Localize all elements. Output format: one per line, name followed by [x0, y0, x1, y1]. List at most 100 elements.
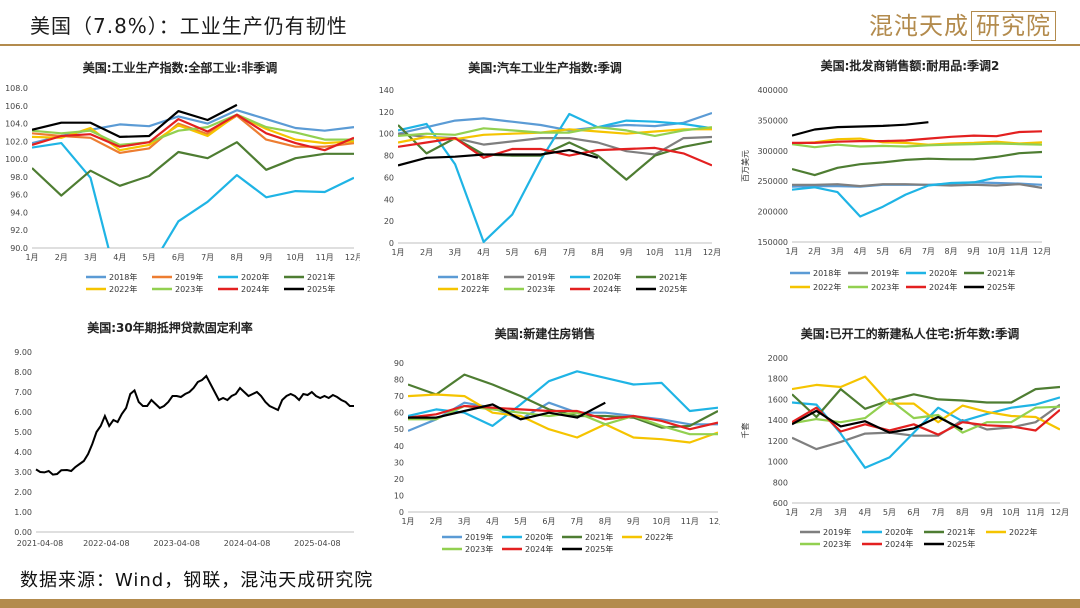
data-source-note: 数据来源：Wind，钢联，混沌天成研究院	[20, 570, 374, 591]
y-tick-label: 150000	[757, 238, 788, 247]
x-tick-label: 10月	[646, 248, 664, 257]
legend-label: 2019年	[465, 532, 493, 542]
series-line-2023年	[792, 398, 1060, 434]
x-tick-label: 2021-04-08	[17, 539, 64, 548]
series-line-2023年	[792, 142, 1042, 149]
series-line-2024年	[408, 404, 718, 431]
x-tick-label: 2月	[808, 247, 821, 256]
x-tick-label: 9月	[620, 248, 633, 257]
x-tick-label: 6月	[542, 517, 555, 526]
x-tick-label: 2025-04-08	[294, 539, 341, 548]
y-tick-label: 70	[394, 392, 404, 401]
y-tick-label: 1000	[768, 458, 788, 467]
y-tick-label: 20	[394, 475, 404, 484]
x-tick-label: 7月	[201, 253, 214, 262]
series-group	[792, 121, 1042, 218]
x-tick-label: 12月	[1051, 508, 1069, 517]
y-tick-label: 3.00	[14, 468, 32, 477]
y-tick-label: 1800	[768, 375, 788, 384]
x-tick-label: 1月	[785, 508, 798, 517]
x-tick-label: 10月	[286, 253, 304, 262]
y-tick-label: 30	[394, 458, 404, 467]
x-tick-label: 5月	[514, 517, 527, 526]
x-tick-label: 3月	[84, 253, 97, 262]
x-tick-label: 8月	[230, 253, 243, 262]
x-tick-label: 9月	[967, 247, 980, 256]
chart-title: 美国:批发商销售额:耐用品:季调2	[821, 58, 1000, 73]
legend-label: 2018年	[109, 272, 137, 282]
footer-bar	[0, 599, 1080, 608]
y-tick-label: 400000	[757, 86, 788, 95]
series-line-2024年	[32, 113, 354, 152]
x-tick-label: 2023-04-08	[153, 539, 200, 548]
y-tick-label: 60	[384, 173, 394, 182]
series-line-2021年	[398, 124, 712, 181]
x-tick-label: 5月	[883, 508, 896, 517]
logo-boxed-text: 研究院	[971, 11, 1056, 41]
y-tick-label: 92.0	[10, 226, 28, 235]
legend-label: 2022年	[1009, 527, 1037, 537]
chart-panel-wholesale-sales: 美国:批发商销售额:耐用品:季调2 150000 200000 250000 30000…	[720, 52, 1080, 302]
y-tick-label: 10	[394, 491, 404, 500]
header-divider	[0, 44, 1080, 46]
slide-title: 美国（7.8%）：工业生产仍有韧性	[30, 14, 348, 38]
x-tick-label: 11月	[674, 248, 692, 257]
legend-label: 2021年	[659, 272, 687, 282]
series-line-2025年	[32, 103, 238, 139]
legend-label: 2020年	[593, 272, 621, 282]
chart-title: 美国:30年期抵押贷款固定利率	[87, 320, 253, 335]
series-line-mortgage-rate	[35, 374, 354, 476]
legend-label: 2022年	[461, 284, 489, 294]
chart-panel-auto-production: 美国:汽车工业生产指数:季调 0 20 40 60 80 100 120 140 1月 2月 3月 4月…	[360, 52, 720, 302]
y-tick-label: 5.00	[14, 428, 32, 437]
y-tick-label: 8.00	[14, 368, 32, 377]
chart-panel-housing-starts: 美国:已开工的新建私人住宅:折年数:季调 600 800 1000 1200 1400 16…	[720, 316, 1080, 556]
chart-title: 美国:已开工的新建私人住宅:折年数:季调	[801, 326, 1019, 341]
legend-label: 2020年	[885, 527, 913, 537]
x-tick-label: 4月	[854, 247, 867, 256]
y-tick-label: 102.0	[5, 137, 28, 146]
series-line-2024年	[792, 130, 1042, 145]
series-line-2023年	[32, 113, 354, 147]
x-tick-label: 6月	[907, 508, 920, 517]
series-line-2020年	[792, 396, 1060, 469]
y-tick-label: 6.00	[14, 408, 32, 417]
y-tick-label: 100.0	[5, 155, 28, 164]
series-line-2020年	[408, 370, 718, 428]
legend-label: 2019年	[527, 272, 555, 282]
y-tick-label: 90.0	[10, 244, 28, 253]
y-tick-label: 108.0	[5, 84, 28, 93]
legend-label: 2020年	[241, 272, 269, 282]
y-tick-label: 1200	[768, 437, 788, 446]
x-tick-label: 10月	[987, 247, 1005, 256]
series-line-2022年	[792, 375, 1060, 431]
legend-label: 2019年	[871, 268, 899, 278]
y-tick-label: 40	[384, 195, 394, 204]
chart-wholesale-durable-sales: 美国:批发商销售额:耐用品:季调2 150000 200000 250000 30000…	[740, 58, 1051, 292]
x-tick-label: 1月	[401, 517, 414, 526]
series-line-2021年	[408, 373, 718, 429]
series-line-2021年	[792, 385, 1060, 419]
y-tick-label: 4.00	[14, 448, 32, 457]
x-tick-label: 3月	[449, 248, 462, 257]
legend-label: 2024年	[525, 544, 553, 554]
legend-label: 2025年	[987, 282, 1015, 292]
chart-mortgage-rate: 美国:30年期抵押贷款固定利率 0.00 1.00 2.00 3.00 4.00 5.00 6…	[14, 320, 354, 548]
y-tick-label: 98.0	[10, 173, 28, 182]
legend-label: 2018年	[813, 268, 841, 278]
y-tick-label: 1600	[768, 395, 788, 404]
x-tick-label: 2022-04-08	[83, 539, 130, 548]
x-tick-label: 9月	[627, 517, 640, 526]
y-tick-label: 80	[394, 376, 404, 385]
x-tick-label: 12月	[1033, 247, 1051, 256]
y-tick-label: 60	[394, 409, 404, 418]
x-tick-label: 12月	[703, 248, 720, 257]
legend-label: 2020年	[929, 268, 957, 278]
y-tick-label: 300000	[757, 147, 788, 156]
chart-title: 美国:新建住房销售	[495, 326, 596, 341]
x-tick-label: 9月	[980, 508, 993, 517]
legend-label: 2021年	[947, 527, 975, 537]
logo-main-text: 混沌天成	[869, 12, 969, 40]
x-tick-label: 1月	[25, 253, 38, 262]
series-line-2020年	[32, 141, 354, 248]
